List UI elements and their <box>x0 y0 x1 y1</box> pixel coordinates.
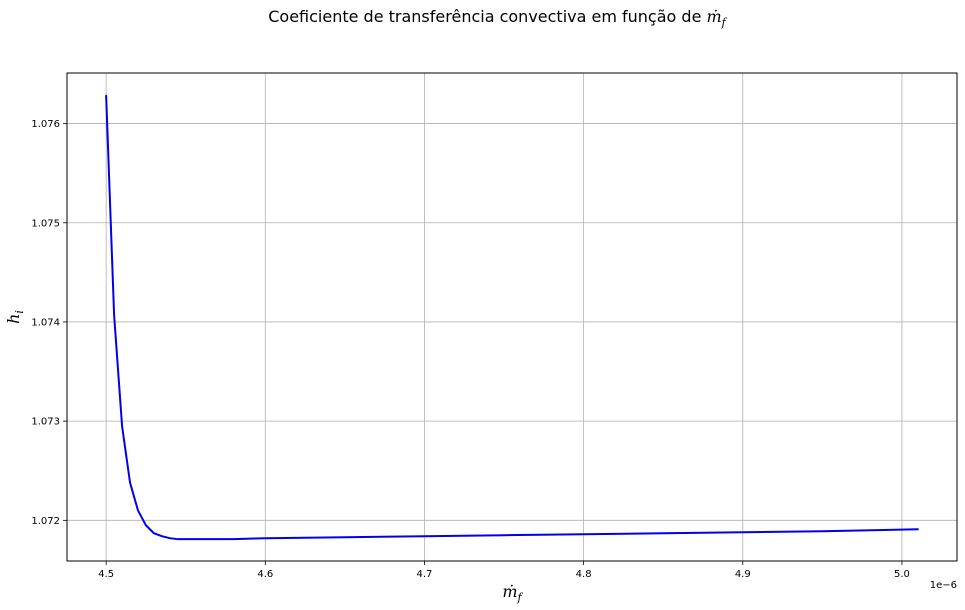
x-tick-label: 4.8 <box>576 569 592 580</box>
x-tick-label: 5.0 <box>894 569 910 580</box>
series-line-0 <box>105 94 919 541</box>
x-axis-ticks: 4.5 4.6 4.7 4.8 4.9 5.0 <box>98 561 910 580</box>
y-tick-label: 1.072 <box>31 516 60 527</box>
chart-title: Coeficiente de transferência convectiva … <box>268 7 727 29</box>
x-tick-label: 4.5 <box>98 569 114 580</box>
y-axis-label-symbol: h <box>4 314 23 324</box>
x-tick-label: 4.7 <box>417 569 433 580</box>
grid <box>67 73 957 561</box>
y-tick-label: 1.075 <box>31 218 60 229</box>
x-tick-label: 4.9 <box>735 569 751 580</box>
chart-title-subscript: f <box>721 16 728 29</box>
chart-title-text: Coeficiente de transferência convectiva … <box>268 7 706 26</box>
y-tick-label: 1.074 <box>31 317 60 328</box>
x-tick-label: 4.6 <box>257 569 273 580</box>
y-axis-label: hi <box>4 310 26 324</box>
series-layer <box>105 94 919 541</box>
y-axis-label-subscript: i <box>13 310 26 314</box>
x-axis-label: ṁf <box>502 582 523 604</box>
chart-title-symbol: ṁ <box>707 7 722 26</box>
x-axis-label-subscript: f <box>517 591 524 604</box>
plot-frame <box>66 72 958 562</box>
x-offset-label: 1e−6 <box>930 580 957 591</box>
y-axis-ticks: 1.072 1.073 1.074 1.075 1.076 <box>31 119 67 527</box>
y-tick-label: 1.076 <box>31 119 60 130</box>
y-tick-label: 1.073 <box>31 417 60 428</box>
x-axis-label-symbol: ṁ <box>502 582 517 601</box>
